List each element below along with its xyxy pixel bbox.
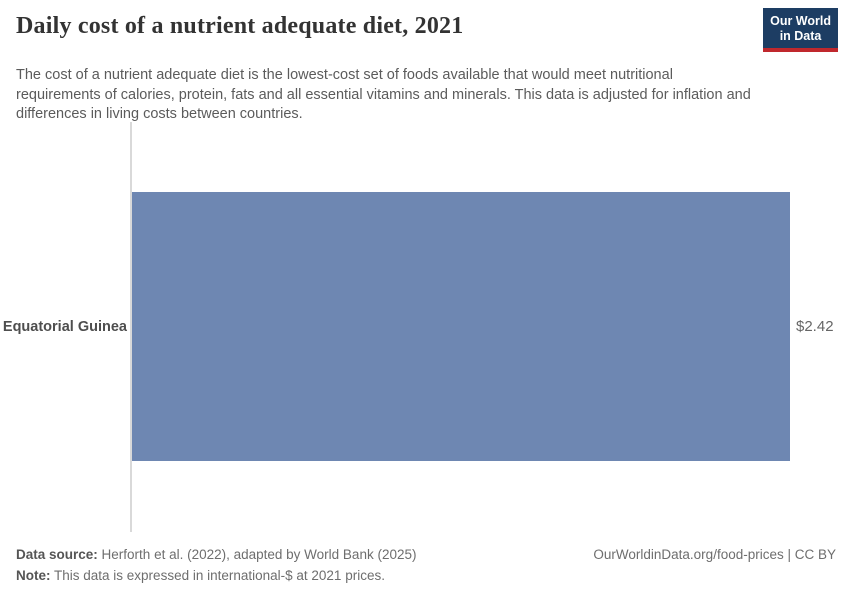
data-source-text: Herforth et al. (2022), adapted by World…	[101, 547, 417, 562]
owid-logo[interactable]: Our World in Data	[763, 8, 838, 52]
category-label: Equatorial Guinea	[2, 318, 127, 335]
data-source-label: Data source:	[16, 547, 98, 562]
value-label: $2.42	[796, 318, 834, 335]
bar-equatorial-guinea[interactable]	[132, 192, 790, 461]
chart-title: Daily cost of a nutrient adequate diet, …	[16, 13, 464, 39]
note-text: This data is expressed in international-…	[54, 568, 385, 583]
y-axis-line	[130, 122, 132, 532]
chart-footer: Data source: Herforth et al. (2022), ada…	[16, 544, 836, 586]
note-line: Note: This data is expressed in internat…	[16, 565, 836, 586]
data-source-line: Data source: Herforth et al. (2022), ada…	[16, 544, 416, 565]
logo-line-2: in Data	[779, 29, 822, 43]
chart-subtitle: The cost of a nutrient adequate diet is …	[16, 67, 751, 122]
logo-line-1: Our World	[770, 14, 831, 28]
credit-link[interactable]: OurWorldinData.org/food-prices | CC BY	[593, 547, 836, 562]
footer-row: Data source: Herforth et al. (2022), ada…	[16, 544, 836, 565]
note-label: Note:	[16, 568, 51, 583]
